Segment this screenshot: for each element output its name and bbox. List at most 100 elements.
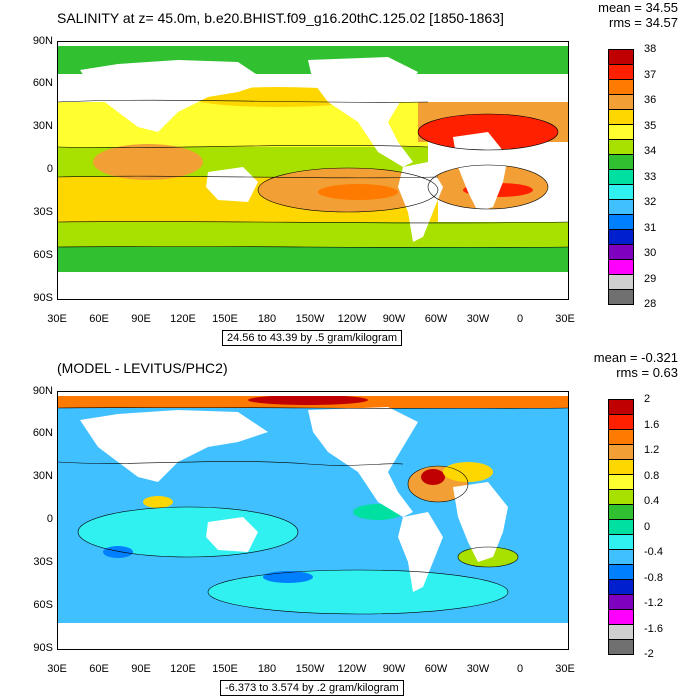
north-america-land [308,57,418,167]
salinity-panel: SALINITY at z= 45.0m, b.e20.BHIST.f09_g1… [32,0,678,346]
colorbar-label: 35 [644,119,657,132]
colorbar-cell [608,474,634,490]
lon-label-90e: 90E [131,313,151,325]
salinity-map-canvas [58,42,568,299]
lon-label-150w: 150W [295,313,325,325]
lon-label-0: 0 [516,663,524,675]
eurasia-land [80,60,268,132]
lon-label-30e: 30E [47,313,67,325]
lon-label-60w: 60W [424,663,448,675]
colorbar-label: 0 [644,520,651,533]
lat-label-90s: 90S [33,292,53,304]
colorbar-cell [608,624,634,640]
lat-label-30n: 30N [32,470,53,482]
lon-label-180: 180 [257,313,277,325]
colorbar-label: 1.2 [644,444,660,456]
lat-label-0: 0 [46,163,53,175]
difference-map [57,391,569,650]
lon-label-90w: 90W [382,313,406,325]
colorbar-label: 28 [644,298,657,310]
antarctica-land [58,623,568,649]
colorbar-cell [608,64,634,80]
lat-label-0: 0 [46,513,53,525]
colorbar-label: 32 [644,196,657,208]
colorbar-cell [608,79,634,95]
antarctica-land [58,272,568,299]
panel-title: SALINITY at z= 45.0m, b.e20.BHIST.f09_g1… [57,10,504,26]
north-pole-cap [58,42,568,46]
colorbar-label: 38 [644,43,657,55]
lon-label-120w: 120W [337,663,367,675]
colorbar-label: 29 [644,272,657,285]
colorbar-label: 0.4 [644,495,660,507]
lon-label-90w: 90W [382,663,406,675]
colorbar-cell [608,489,634,505]
colorbar-cell [608,399,634,415]
lat-label-30n: 30N [32,120,53,132]
south-america-land [398,512,443,592]
gulf-stream-core [421,469,445,485]
colorbar-label: 1.6 [644,418,660,431]
colorbar-label: 31 [644,221,657,234]
lon-label-180: 180 [257,663,277,675]
north-america-land [308,407,418,517]
colorbar-cell [608,414,634,430]
north-pole-cap [58,392,568,396]
colorbar-label: -1.6 [644,622,663,635]
lon-label-60e: 60E [89,313,109,325]
africa-land [453,132,508,212]
colorbar-cell [608,94,634,110]
colorbar-label: 36 [644,94,657,106]
africa-land [453,482,508,562]
rms-value: rms = 34.57 [608,15,678,30]
colorbar-cell [608,549,634,565]
lon-label-90e: 90E [131,663,151,675]
colorbar-cell [608,579,634,595]
panel-title: (MODEL - LEVITUS/PHC2) [57,360,228,376]
lat-label-60s: 60S [33,599,53,611]
colorbar-cell [608,184,634,200]
lat-label-60n: 60N [32,427,53,439]
colorbar-cell [608,169,634,185]
lon-label-150e: 150E [212,663,238,675]
colorbar-label: 2 [644,393,651,405]
lon-label-120e: 120E [170,663,196,675]
lat-label-90n: 90N [32,35,53,47]
contour-range-label: 24.56 to 43.39 by .5 gram/kilogram [222,330,402,346]
salinity-map [57,41,569,300]
colorbar-cell [608,564,634,580]
lon-label-30w: 30W [466,663,490,675]
lon-label-30e-end: 30E [555,663,575,675]
colorbar-label: 34 [644,145,657,157]
lon-label-150e: 150E [212,313,238,325]
colorbar-label: -2 [644,648,654,660]
colorbar-cell [608,214,634,230]
difference-colorbar [608,399,634,655]
lat-label-60n: 60N [32,77,53,89]
australia-land [206,167,258,202]
eurasia-land [80,410,268,482]
colorbar-cell [608,139,634,155]
lat-label-30s: 30S [33,556,53,568]
lon-label-120w: 120W [337,313,367,325]
colorbar-cell [608,244,634,260]
lat-label-30s: 30S [33,206,53,218]
colorbar-cell [608,229,634,245]
colorbar-cell [608,274,634,290]
mean-value: mean = -0.321 [593,350,678,365]
colorbar-label: -1.2 [644,597,663,609]
south-pacific-core [318,184,398,200]
colorbar-cell [608,199,634,215]
colorbar-cell [608,504,634,520]
difference-map-canvas [58,392,568,649]
colorbar-cell [608,154,634,170]
southern-ocean-band [58,222,568,247]
south-pacific-min [263,571,313,583]
colorbar-cell [608,519,634,535]
colorbar-label: 0.8 [644,469,660,482]
colorbar-label: 33 [644,170,657,183]
colorbar-cell [608,534,634,550]
indian-ocean-max [93,144,203,180]
lon-label-60e: 60E [89,663,109,675]
colorbar-cell [608,49,634,65]
